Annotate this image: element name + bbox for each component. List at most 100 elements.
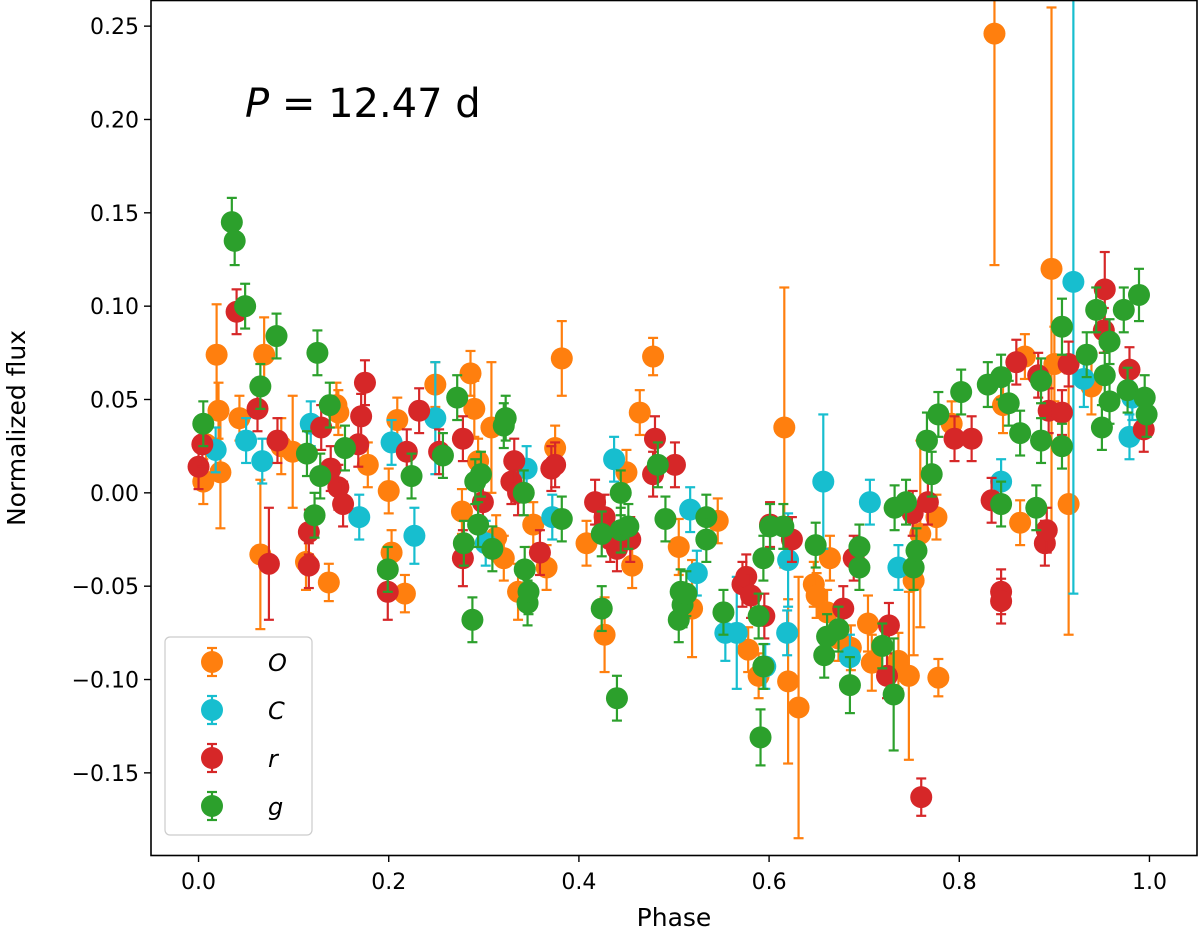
data-point	[990, 590, 1013, 613]
x-axis-ticks: 0.0 0.2 0.4 0.6 0.8 1.0	[181, 855, 1167, 895]
data-point	[1025, 496, 1048, 519]
y-axis-label: Normalized flux	[2, 330, 31, 526]
data-point	[858, 491, 881, 514]
data-point	[494, 407, 517, 430]
data-point	[752, 655, 775, 678]
data-point	[752, 547, 775, 570]
y-tick-label: 0.00	[90, 482, 139, 507]
plot-frame	[150, 0, 1198, 857]
data-point	[773, 416, 796, 439]
y-tick-label: 0.10	[90, 295, 139, 320]
x-tick-label: 1.0	[1132, 870, 1167, 895]
data-point	[997, 392, 1020, 415]
data-point	[927, 403, 950, 426]
legend-entry-C: C	[201, 694, 285, 726]
data-point	[621, 554, 644, 577]
data-point	[646, 453, 669, 476]
data-point	[685, 562, 708, 585]
data-point	[234, 295, 257, 318]
data-point	[1062, 270, 1085, 293]
data-point	[446, 386, 469, 409]
data-point	[654, 507, 677, 530]
data-point	[348, 506, 371, 529]
legend-box	[164, 636, 313, 836]
data-point	[642, 345, 665, 368]
data-point	[856, 612, 879, 635]
data-point	[1090, 416, 1113, 439]
y-tick-label: −0.05	[72, 575, 139, 600]
data-point	[605, 687, 628, 710]
data-point	[451, 427, 474, 450]
data-point	[1057, 493, 1080, 516]
data-point	[459, 362, 482, 385]
data-point	[848, 556, 871, 579]
y-tick-label: 0.05	[90, 388, 139, 413]
period-annotation: P = 12.47 d	[245, 81, 481, 127]
y-tick-label: −0.15	[72, 762, 139, 787]
data-point	[920, 463, 943, 486]
data-point	[1098, 390, 1121, 413]
data-point	[310, 416, 333, 439]
x-tick-label: 0.2	[371, 870, 406, 895]
data-point	[461, 608, 484, 631]
data-point	[593, 623, 616, 646]
data-point	[695, 528, 718, 551]
data-point	[297, 554, 320, 577]
data-point	[628, 401, 651, 424]
data-point	[1030, 429, 1053, 452]
y-tick-label: 0.25	[90, 15, 139, 40]
data-point	[408, 399, 431, 422]
data-point	[1072, 367, 1095, 390]
data-point	[1030, 369, 1053, 392]
data-point	[393, 582, 416, 605]
data-point	[318, 394, 341, 417]
data-point	[712, 601, 735, 624]
data-point	[910, 786, 933, 809]
data-point	[887, 556, 910, 579]
data-point	[403, 524, 426, 547]
data-point	[1075, 343, 1098, 366]
data-point	[1050, 401, 1073, 424]
data-point	[787, 696, 810, 719]
data-point	[737, 638, 760, 661]
legend-marker	[201, 747, 223, 769]
data-point	[295, 442, 318, 465]
data-point	[400, 465, 423, 488]
data-point	[265, 325, 288, 348]
data-point	[228, 407, 251, 430]
data-point	[1118, 358, 1141, 381]
data-point	[832, 597, 855, 620]
x-tick-label: 0.0	[181, 870, 216, 895]
data-point	[376, 558, 399, 581]
data-point	[1050, 315, 1073, 338]
data-point	[309, 465, 332, 488]
period-value: = 12.47 d	[269, 81, 481, 127]
data-point	[467, 513, 490, 536]
data-point	[452, 532, 475, 555]
data-point	[353, 371, 376, 394]
legend-label: C	[268, 697, 285, 725]
data-point	[450, 500, 473, 523]
x-tick-label: 0.8	[942, 870, 977, 895]
data-point	[1009, 422, 1032, 445]
data-point	[1035, 519, 1058, 542]
series-r	[187, 250, 1155, 817]
legend-entry-g: g	[201, 790, 283, 822]
data-point	[377, 479, 400, 502]
data-point	[877, 614, 900, 637]
data-point	[1116, 379, 1139, 402]
data-point	[266, 429, 289, 452]
data-point	[827, 618, 850, 641]
data-point	[1085, 298, 1108, 321]
data-point	[205, 343, 228, 366]
data-point	[1093, 364, 1116, 387]
y-tick-label: 0.20	[90, 108, 139, 133]
data-point	[528, 541, 551, 564]
data-point	[617, 515, 640, 538]
data-point	[943, 427, 966, 450]
data-point	[983, 22, 1006, 45]
data-point	[895, 491, 918, 514]
data-point	[1057, 353, 1080, 376]
data-point	[395, 440, 418, 463]
